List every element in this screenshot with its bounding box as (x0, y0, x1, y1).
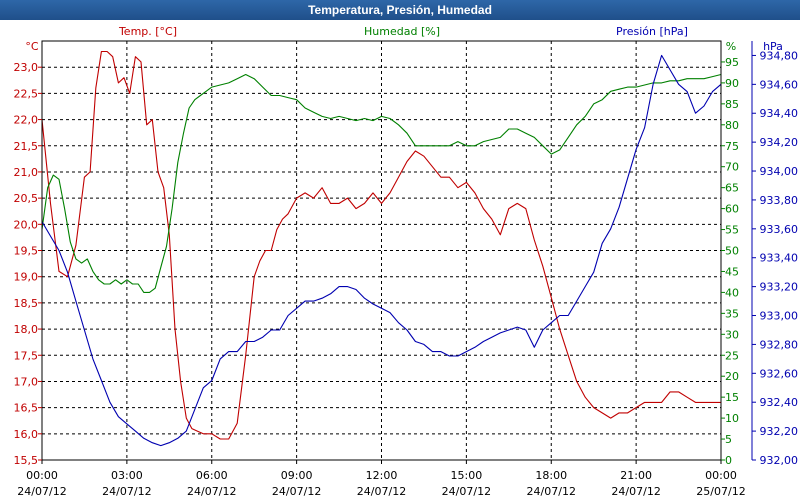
humidity-tick-label: 25 (725, 349, 739, 362)
x-tick-label-date: 24/07/12 (357, 485, 406, 498)
temp-tick-label: 17,5 (14, 349, 39, 362)
tick-labels: 15,5 16,0 16,5 17,0 17,5 18,0 18,5 19,0 19,5 20,0… (14, 49, 799, 498)
humidity-tick-label: 35 (725, 307, 739, 320)
humidity-axis-title: Humedad [%] (364, 25, 440, 38)
temp-tick-label: 20,5 (14, 192, 39, 205)
grid (42, 41, 721, 460)
pressure-tick-label: 934,40 (760, 107, 799, 120)
chart-title: Temperatura, Presión, Humedad (0, 0, 800, 20)
pressure-tick-label: 932,60 (760, 367, 799, 380)
x-tick-label-time: 06:00 (196, 469, 228, 482)
x-tick-label-date: 24/07/12 (102, 485, 151, 498)
axis-titles: °C Temp. [°C] Humedad [%] Presión [hPa]% hPa (25, 25, 783, 53)
humidity-tick-label: 85 (725, 98, 739, 111)
humidity-tick-label: 45 (725, 265, 739, 278)
temp-tick-label: 19,5 (14, 245, 39, 258)
pressure-tick-label: 933,20 (760, 281, 799, 294)
temp-tick-label: 21,0 (14, 166, 39, 179)
temp-axis-title: Temp. [°C] (118, 25, 177, 38)
x-tick-label-time: 21:00 (620, 469, 652, 482)
temp-tick-label: 20,0 (14, 218, 39, 231)
x-tick-label-date: 24/07/12 (611, 485, 660, 498)
series-lines (41, 50, 722, 447)
x-tick-label-time: 00:00 (26, 469, 58, 482)
humidity-tick-label: 5 (725, 433, 732, 446)
x-tick-label-date: 24/07/12 (272, 485, 321, 498)
x-tick-label-time: 00:00 (705, 469, 737, 482)
temp-tick-label: 22,5 (14, 87, 39, 100)
pressure-tick-label: 934,60 (760, 78, 799, 91)
temp-tick-label: 16,0 (14, 428, 39, 441)
x-tick-label-date: 24/07/12 (17, 485, 66, 498)
humidity-tick-label: 10 (725, 412, 739, 425)
x-tick-label-time: 18:00 (535, 469, 567, 482)
temp-tick-label: 15,5 (14, 454, 39, 467)
pressure-tick-label: 933,80 (760, 194, 799, 207)
temp-tick-label: 17,0 (14, 375, 39, 388)
pressure-tick-label: 933,60 (760, 223, 799, 236)
x-tick-label-date: 24/07/12 (442, 485, 491, 498)
temp-tick-label: 16,5 (14, 402, 39, 415)
temp-tick-label: 22,0 (14, 114, 39, 127)
humidity-tick-label: 95 (725, 56, 739, 69)
temp-tick-label: 18,5 (14, 297, 39, 310)
humidity-tick-label: 20 (725, 370, 739, 383)
humidity-tick-label: 40 (725, 286, 739, 299)
humidity-tick-label: 70 (725, 161, 739, 174)
x-tick-label-time: 12:00 (366, 469, 398, 482)
humidity-tick-label: 15 (725, 391, 739, 404)
humidity-tick-label: 55 (725, 224, 739, 237)
humidity-axis-unit: % (726, 40, 736, 53)
pressure-series-line (41, 54, 722, 447)
pressure-tick-label: 932,00 (760, 454, 799, 467)
x-tick-label-date: 25/07/12 (696, 485, 745, 498)
humidity-tick-label: 60 (725, 203, 739, 216)
pressure-axis-unit: hPa (763, 40, 783, 53)
pressure-tick-label: 934,00 (760, 165, 799, 178)
x-tick-label-time: 15:00 (451, 469, 483, 482)
humidity-tick-label: 50 (725, 245, 739, 258)
temp-tick-label: 19,0 (14, 271, 39, 284)
x-tick-label-time: 09:00 (281, 469, 313, 482)
pressure-axis-title: Presión [hPa] (616, 25, 688, 38)
humidity-tick-label: 30 (725, 328, 739, 341)
plot-frame (38, 40, 756, 464)
pressure-tick-label: 932,80 (760, 338, 799, 351)
pressure-tick-label: 934,20 (760, 136, 799, 149)
humidity-tick-label: 0 (725, 454, 732, 467)
x-tick-label-date: 24/07/12 (527, 485, 576, 498)
temp-tick-label: 21,5 (14, 140, 39, 153)
humidity-tick-label: 90 (725, 77, 739, 90)
pressure-tick-label: 933,00 (760, 310, 799, 323)
pressure-tick-label: 934,80 (760, 49, 799, 62)
x-tick-label-time: 03:00 (111, 469, 143, 482)
pressure-tick-label: 933,40 (760, 252, 799, 265)
humidity-tick-label: 75 (725, 140, 739, 153)
x-tick-label-date: 24/07/12 (187, 485, 236, 498)
humidity-series-line (41, 73, 722, 293)
pressure-tick-label: 932,20 (760, 425, 799, 438)
temp-series-line (41, 50, 721, 440)
temp-tick-label: 18,0 (14, 323, 39, 336)
humidity-tick-label: 80 (725, 119, 739, 132)
pressure-tick-label: 932,40 (760, 396, 799, 409)
temp-tick-label: 23,0 (14, 61, 39, 74)
humidity-tick-label: 65 (725, 182, 739, 195)
temp-axis-unit: °C (25, 40, 39, 53)
